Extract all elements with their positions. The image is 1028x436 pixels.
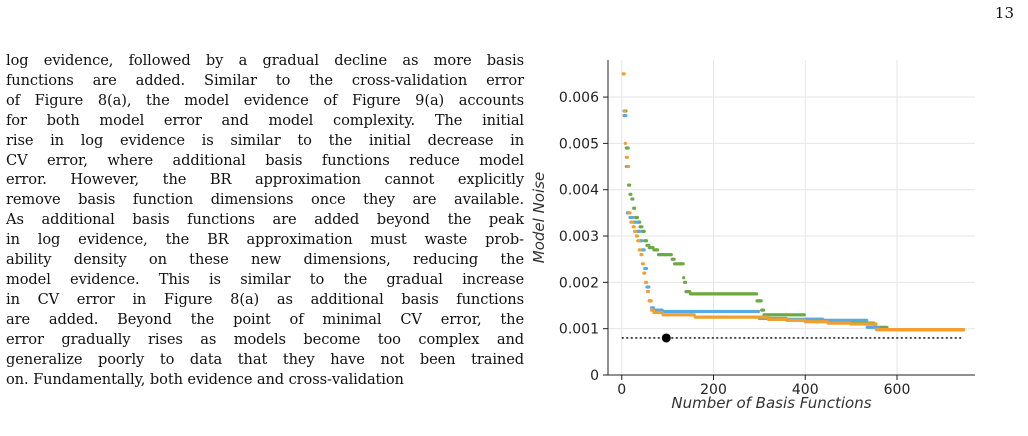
text-line: As additional basis functions are added … — [6, 211, 524, 229]
data-point — [638, 220, 642, 224]
data-point — [755, 292, 759, 296]
data-point — [961, 328, 966, 332]
data-point — [681, 262, 685, 266]
text-line: remove basis function dimensions once th… — [6, 191, 524, 209]
y-tick-label: 0.004 — [559, 183, 599, 199]
y-tick-label: 0.006 — [559, 90, 599, 106]
data-point — [683, 280, 688, 284]
y-tick-label: 0.002 — [559, 275, 599, 291]
text-line: ability density on these new dimensions,… — [6, 251, 524, 269]
data-point — [640, 253, 644, 257]
data-point — [638, 248, 642, 252]
data-point — [649, 299, 653, 303]
text-line: in log evidence, the BR approximation mu… — [6, 231, 524, 249]
page-number: 13 — [994, 4, 1014, 22]
text-line: functions are added. Similar to the cros… — [6, 71, 524, 89]
data-point — [635, 220, 639, 224]
text-line: log evidence, followed by a gradual decl… — [6, 52, 524, 69]
x-tick-label: 0 — [617, 382, 626, 398]
model-noise-chart: 0 0.001 0.002 0.003 0.004 0.005 0.006 0 200 400 60… — [530, 60, 975, 412]
data-point — [644, 239, 649, 243]
data-point — [625, 155, 629, 159]
y-tick-label: 0.003 — [559, 229, 599, 245]
data-point — [682, 276, 686, 280]
data-point — [644, 266, 649, 271]
data-point — [631, 215, 635, 220]
data-point — [638, 229, 642, 233]
data-point — [643, 271, 647, 275]
data-point — [629, 192, 633, 196]
text-line: generalize poorly to data that they have… — [6, 350, 524, 368]
data-point — [655, 248, 660, 252]
text-line: in CV error in Figure 8(a) as additional… — [6, 290, 524, 308]
orange-series — [621, 72, 966, 332]
blue-series — [622, 114, 966, 332]
reference-marker — [661, 333, 671, 343]
text-line: for both model error and model complexit… — [6, 111, 524, 129]
text-line: of Figure 8(a), the model evidence of Fi… — [6, 91, 524, 109]
data-point — [626, 146, 630, 150]
y-tick-label: 0.005 — [559, 136, 599, 152]
data-point — [637, 239, 641, 243]
data-point — [651, 308, 655, 312]
x-tick-label: 200 — [700, 382, 727, 398]
data-point — [628, 211, 632, 215]
data-point — [647, 285, 651, 289]
y-tick-label: 0.001 — [559, 322, 599, 338]
data-point — [640, 239, 644, 243]
text-line: on. Fundamentally, both evidence and cro… — [6, 370, 404, 388]
data-point — [640, 225, 644, 229]
y-axis-title: Model Noise — [530, 172, 548, 263]
text-line: error gradually rises as models become t… — [6, 330, 524, 348]
data-point — [624, 114, 628, 118]
data-point — [622, 109, 627, 113]
text-line: rise in log evidence is similar to the i… — [6, 131, 524, 149]
data-point — [631, 197, 635, 201]
text-line: model evidence. This is similar to the g… — [6, 270, 524, 288]
data-point — [623, 141, 627, 145]
data-point — [642, 229, 646, 233]
data-point — [761, 308, 766, 312]
figure-model-noise: 0 0.001 0.002 0.003 0.004 0.005 0.006 0 200 400 60… — [520, 50, 980, 414]
x-tick-label: 600 — [884, 382, 911, 398]
data-point — [633, 229, 638, 233]
green-series — [622, 109, 966, 332]
data-point — [627, 164, 631, 169]
text-line: error. However, the BR approximation can… — [6, 171, 524, 189]
data-point — [641, 262, 645, 266]
data-point — [633, 206, 637, 210]
data-point — [635, 215, 639, 220]
x-axis-title: Number of Basis Functions — [671, 394, 871, 410]
data-point — [622, 72, 626, 76]
data-point — [628, 183, 632, 187]
body-paragraph: log evidence, followed by a gradual decl… — [6, 51, 524, 389]
data-point — [635, 234, 639, 238]
data-point — [756, 309, 761, 314]
text-line: CV error, where additional basis functio… — [6, 151, 524, 169]
data-point — [631, 220, 635, 224]
data-point — [759, 299, 763, 303]
data-point — [672, 257, 676, 261]
data-point — [802, 313, 806, 317]
x-tick-label: 400 — [792, 382, 819, 398]
data-point — [669, 253, 673, 257]
data-point — [644, 280, 649, 284]
text-line: are added. Beyond the point of minimal C… — [6, 310, 524, 328]
data-point — [632, 225, 636, 229]
data-point — [874, 322, 878, 326]
data-point — [865, 318, 869, 322]
data-point — [642, 248, 646, 252]
y-tick-label: 0 — [590, 368, 599, 384]
data-point — [646, 290, 650, 294]
